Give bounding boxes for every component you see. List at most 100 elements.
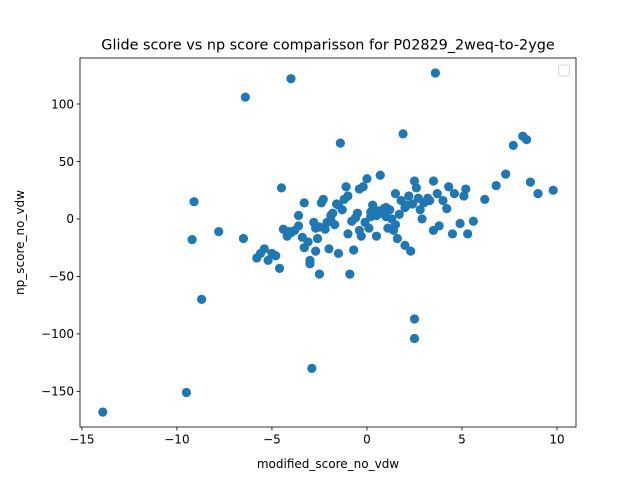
data-point <box>449 189 459 199</box>
y-axis-label: np_score_no_vdw <box>13 190 27 295</box>
data-point <box>293 221 304 231</box>
data-point <box>400 240 410 250</box>
data-point <box>354 184 364 194</box>
x-tick-label: −5 <box>263 433 281 447</box>
data-point <box>390 189 401 199</box>
data-point <box>309 217 319 227</box>
data-point <box>347 216 357 226</box>
data-point <box>297 232 307 242</box>
data-point <box>508 140 518 150</box>
data-point <box>411 183 421 193</box>
data-point <box>434 221 444 231</box>
x-tick-label: 5 <box>458 433 466 447</box>
data-point <box>333 248 344 259</box>
data-point <box>521 135 532 145</box>
data-point <box>331 199 342 209</box>
data-point <box>398 129 408 139</box>
data-point <box>525 177 535 187</box>
data-point <box>339 194 349 204</box>
data-point <box>299 198 309 208</box>
data-point <box>276 183 287 193</box>
data-point <box>349 245 359 255</box>
data-point <box>274 263 285 273</box>
data-point <box>305 259 315 269</box>
x-tick-label: −15 <box>69 433 94 447</box>
data-point <box>533 189 543 199</box>
data-point <box>343 229 353 239</box>
data-point <box>238 233 249 244</box>
x-tick-label: 0 <box>363 433 371 447</box>
data-point <box>409 176 420 186</box>
y-tick-label: 0 <box>66 212 74 226</box>
data-point <box>459 191 469 201</box>
data-point <box>366 207 376 217</box>
data-point <box>267 248 277 259</box>
data-point <box>404 191 414 201</box>
y-tick-label: −150 <box>41 385 74 399</box>
data-point <box>375 170 385 180</box>
data-point <box>356 231 366 241</box>
data-point <box>293 210 304 221</box>
data-point <box>324 244 334 254</box>
data-point <box>362 174 372 184</box>
data-point <box>432 189 442 199</box>
data-point <box>314 269 325 279</box>
data-point <box>387 214 397 224</box>
data-point <box>326 215 336 225</box>
data-point <box>415 205 425 215</box>
data-point <box>181 387 192 398</box>
data-point <box>447 229 458 239</box>
data-point <box>318 194 328 204</box>
y-tick-label: −50 <box>49 270 74 284</box>
data-point <box>371 231 382 241</box>
data-point <box>402 200 412 210</box>
x-tick-label: −10 <box>164 433 189 447</box>
data-point <box>468 216 478 226</box>
data-point <box>406 246 416 256</box>
data-point <box>189 197 199 207</box>
data-point <box>480 194 490 204</box>
data-point <box>548 185 558 195</box>
data-point <box>360 217 370 227</box>
data-point <box>430 68 440 78</box>
x-tick-label: 10 <box>549 433 564 447</box>
data-point <box>444 182 454 192</box>
chart-title: Glide score vs np score comparisson for … <box>101 38 555 54</box>
data-point <box>501 169 511 179</box>
y-tick-label: 50 <box>59 155 74 169</box>
data-point <box>214 226 224 237</box>
data-point <box>311 246 321 256</box>
data-point <box>284 226 294 237</box>
data-point <box>394 209 404 219</box>
data-point <box>491 181 501 191</box>
data-point <box>461 184 471 194</box>
data-point <box>341 182 351 192</box>
data-point <box>409 333 420 344</box>
data-point <box>286 74 296 84</box>
data-point <box>263 255 273 265</box>
data-point <box>299 243 309 253</box>
x-axis-label: modified_score_no_vdw <box>257 457 399 471</box>
data-point <box>463 229 473 239</box>
data-point <box>197 294 207 304</box>
data-point <box>335 138 345 148</box>
data-point <box>455 218 465 229</box>
data-point <box>312 233 323 244</box>
data-points <box>98 68 558 417</box>
plot-frame <box>79 57 577 428</box>
data-point <box>98 407 108 417</box>
data-point <box>307 363 317 373</box>
legend-box <box>558 64 570 77</box>
y-tick-label: 100 <box>51 97 74 111</box>
data-point <box>413 193 423 203</box>
data-point <box>442 203 452 214</box>
data-point <box>438 195 448 206</box>
data-point <box>425 195 435 206</box>
data-point <box>252 253 262 263</box>
data-point <box>428 176 439 186</box>
y-tick-label: −100 <box>41 327 74 341</box>
data-point <box>417 214 427 224</box>
data-point <box>392 233 402 244</box>
